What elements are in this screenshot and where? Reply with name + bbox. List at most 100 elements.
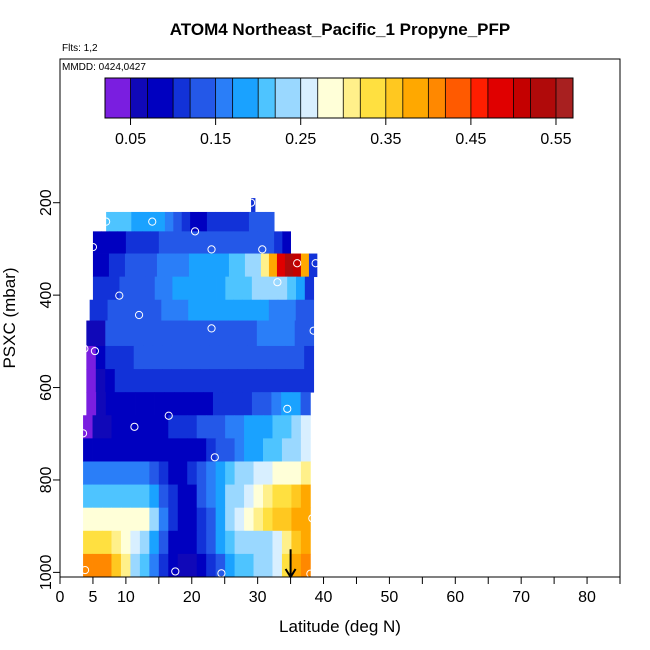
- heatmap-cell: [232, 392, 243, 416]
- heatmap-cell: [92, 231, 102, 254]
- heatmap-cell: [177, 553, 188, 578]
- heatmap-cell: [181, 211, 191, 232]
- colorbar-tick-label: 0.45: [455, 131, 486, 148]
- heatmap-cell: [95, 320, 106, 347]
- heatmap-cell: [120, 484, 131, 509]
- heatmap-cell: [206, 438, 217, 462]
- heatmap-cell: [167, 231, 176, 254]
- chart-title: ATOM4 Northeast_Pacific_1 Propyne_PFP: [170, 20, 510, 39]
- colorbar-segment: [130, 78, 148, 118]
- heatmap-cell: [212, 392, 224, 416]
- heatmap-cell: [100, 253, 110, 278]
- heatmap-cell: [281, 461, 292, 485]
- heatmap-cell: [253, 461, 264, 485]
- heatmap-cell: [130, 484, 141, 509]
- heatmap-cell: [107, 299, 117, 321]
- heatmap-cell: [187, 415, 198, 439]
- heatmap-cell: [131, 211, 141, 232]
- colorbar-segment: [300, 78, 319, 118]
- heatmap-cell: [244, 484, 254, 509]
- colorbar-segment: [190, 78, 216, 118]
- x-axis: 0 5 10 20 30 40 50 60 70 80: [56, 577, 621, 606]
- heatmap-cell: [163, 276, 173, 301]
- heatmap-cell: [275, 369, 286, 393]
- heatmap-cell: [120, 461, 131, 485]
- sample-point: [134, 310, 144, 320]
- heatmap-cell: [225, 530, 235, 555]
- heatmap-cell: [111, 438, 122, 462]
- heatmap-cell: [101, 231, 110, 254]
- heatmap-cell: [272, 438, 283, 462]
- heatmap-cell: [130, 530, 141, 555]
- heatmap-cell: [92, 461, 103, 485]
- sample-point: [78, 429, 88, 438]
- colorbar-segment: [343, 78, 361, 118]
- heatmap-cell: [206, 415, 217, 439]
- heatmap-cell: [200, 320, 210, 347]
- heatmap-cell: [240, 211, 250, 232]
- heatmap-cell: [86, 320, 97, 347]
- heatmap-cell: [156, 253, 166, 278]
- x-tick-label: 10: [117, 589, 135, 606]
- heatmap-cell: [162, 369, 172, 393]
- heatmap-cell: [281, 438, 292, 462]
- heatmap-cell: [83, 553, 93, 578]
- heatmap-cell: [220, 253, 230, 278]
- heatmap-cell: [95, 345, 106, 370]
- heatmap-cell: [216, 276, 226, 301]
- heatmap-cell: [308, 253, 318, 278]
- heatmap-cell: [224, 299, 234, 321]
- x-tick-label: 30: [249, 589, 267, 606]
- heatmap-cell: [304, 276, 315, 301]
- heatmap-cell: [122, 211, 132, 232]
- heatmap-cell: [234, 507, 245, 532]
- heatmap-cell: [188, 253, 198, 278]
- heatmap-cell: [295, 299, 306, 321]
- heatmap-cell: [196, 461, 207, 485]
- heatmap-cell: [225, 438, 235, 462]
- heatmap-cell: [206, 530, 217, 555]
- sample-point: [273, 278, 282, 287]
- heatmap-cell: [175, 231, 184, 254]
- heatmap-cell: [261, 392, 272, 416]
- heatmap-cell: [253, 438, 264, 462]
- heatmap-cell: [215, 415, 226, 439]
- heatmap-cell: [168, 438, 179, 462]
- heatmap-cell: [145, 276, 156, 301]
- x-tick-label: 40: [315, 589, 333, 606]
- heatmap-cell: [275, 320, 286, 347]
- heatmap-cell: [162, 345, 172, 370]
- heatmap-cell: [269, 276, 279, 301]
- heatmap-cell: [177, 507, 188, 532]
- heatmap-cell: [200, 369, 210, 393]
- heatmap-cell: [196, 484, 207, 509]
- colorbar-segment: [232, 78, 259, 118]
- heatmap-cell: [291, 461, 302, 485]
- heatmap-cell: [95, 369, 106, 393]
- heatmap-cell: [149, 553, 160, 578]
- heatmap-cell: [200, 231, 209, 254]
- heatmap-cell: [86, 369, 97, 393]
- heatmap-cell: [187, 553, 198, 578]
- heatmap-cell: [237, 320, 248, 347]
- sample-point: [88, 242, 98, 252]
- heatmap-cell: [265, 211, 275, 232]
- heatmap-cell: [150, 231, 160, 254]
- heatmap-cell: [209, 345, 220, 370]
- heatmap-cell: [152, 369, 163, 393]
- heatmap-cell: [116, 299, 126, 321]
- heatmap-cell: [158, 438, 169, 462]
- heatmap-cell: [111, 553, 122, 578]
- heatmap-cell: [171, 369, 182, 393]
- heatmap-cell: [281, 415, 292, 439]
- heatmap-cell: [228, 320, 239, 347]
- heatmap-cell: [266, 320, 277, 347]
- heatmap-cell: [161, 299, 171, 321]
- heatmap-cell: [106, 211, 115, 232]
- sample-point: [210, 453, 219, 462]
- heatmap-cell: [251, 276, 262, 301]
- heatmap-cell: [291, 484, 302, 509]
- heatmap-cell: [134, 299, 144, 321]
- heatmap-cell: [177, 530, 188, 555]
